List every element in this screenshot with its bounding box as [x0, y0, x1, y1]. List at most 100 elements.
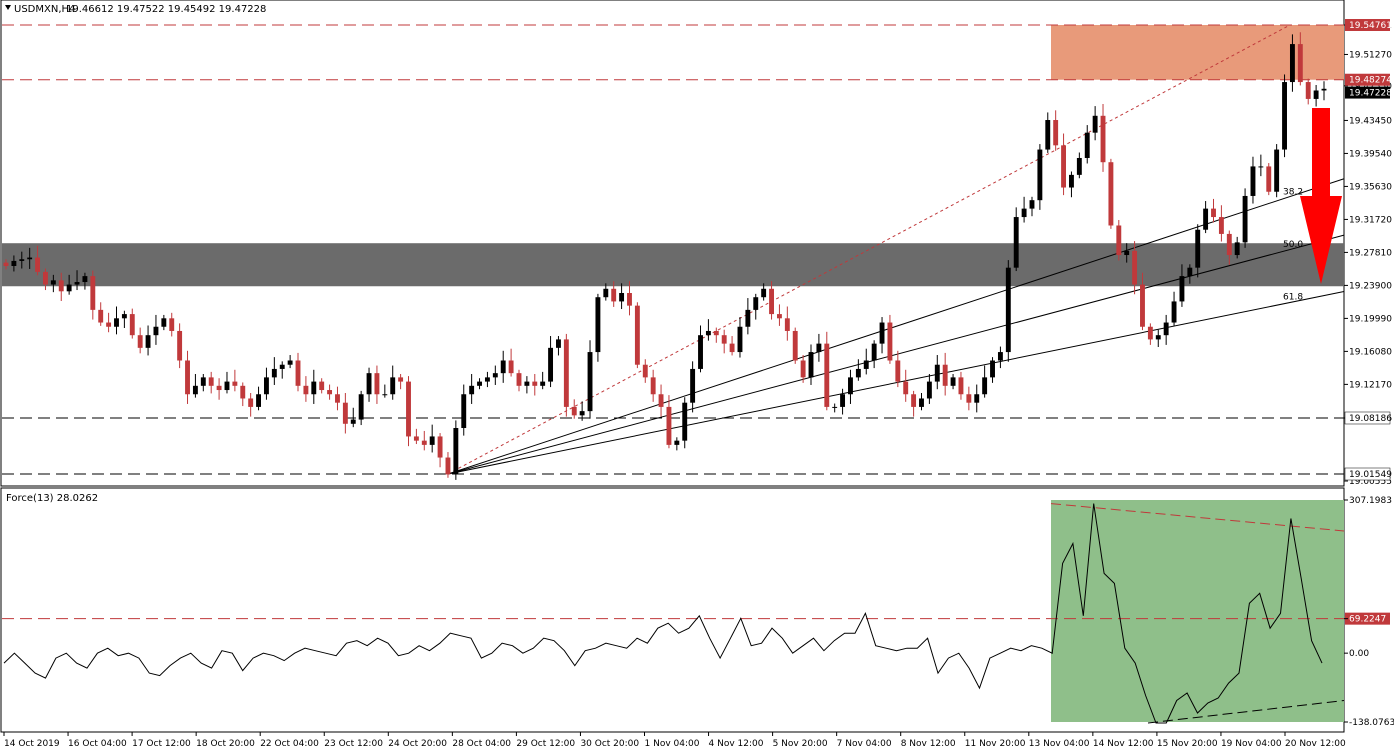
candle-bullish	[382, 394, 388, 396]
time-axis-label: 7 Nov 04:00	[837, 739, 892, 749]
candle-bullish	[682, 402, 688, 441]
force-index-line	[3, 503, 1323, 724]
candle-bullish	[1187, 267, 1193, 277]
candle-bullish	[366, 373, 372, 395]
candle-bearish	[516, 373, 522, 386]
candle-bullish	[674, 440, 680, 445]
candle-bullish	[1029, 200, 1035, 209]
candle-bearish	[642, 364, 648, 378]
candle-bearish	[1132, 250, 1138, 285]
time-axis-label: 18 Oct 20:00	[196, 739, 255, 749]
current-price-label: 19.47228	[1349, 89, 1392, 99]
candle-bearish	[295, 360, 301, 386]
candle-bearish	[1116, 225, 1122, 256]
force-title: Force(13) 28.0262	[6, 493, 98, 504]
candle-bullish	[161, 318, 167, 327]
candle-bearish	[240, 385, 246, 399]
candle-bullish	[287, 360, 293, 365]
candle-bearish	[1211, 208, 1216, 218]
candle-bullish	[745, 309, 751, 327]
candle-bullish	[1242, 195, 1248, 243]
candle-bearish	[342, 402, 348, 424]
candle-bullish	[1203, 208, 1209, 230]
candle-bullish	[705, 330, 711, 336]
level-marker-label: 19.01549	[1349, 470, 1392, 480]
candle-bearish	[658, 394, 664, 407]
candle-bullish	[1313, 90, 1319, 99]
price-marker-label: 19.48274	[1349, 76, 1392, 86]
force-divergence-upper-line	[1050, 503, 1345, 532]
candle-bearish	[3, 262, 9, 266]
candle-bearish	[35, 257, 41, 272]
candle-bearish	[508, 360, 514, 374]
candle-bullish	[619, 292, 625, 302]
time-axis-label: 23 Oct 12:00	[324, 739, 383, 749]
candle-bullish	[11, 260, 17, 266]
price-marker-box	[1345, 19, 1390, 31]
candle-bullish	[200, 377, 206, 386]
time-axis-label: 1 Nov 04:00	[645, 739, 700, 749]
candle-bullish	[484, 377, 490, 382]
fib-fan-line	[447, 178, 1345, 475]
candle-bearish	[319, 381, 325, 391]
candle-bullish	[74, 282, 80, 285]
candle-bearish	[911, 394, 917, 407]
candle-bearish	[98, 309, 104, 323]
candle-bullish	[808, 352, 814, 378]
candle-bearish	[611, 288, 617, 302]
price-axis-label: 19.39540	[1349, 149, 1392, 159]
candle-bearish	[398, 377, 404, 382]
candle-bearish	[729, 343, 735, 353]
candle-bearish	[1266, 166, 1272, 192]
candle-bullish	[579, 411, 585, 416]
candle-bearish	[1100, 115, 1106, 163]
fib-label: 38.2	[1283, 187, 1303, 197]
candle-bullish	[453, 428, 459, 475]
time-axis-label: 30 Oct 20:00	[580, 739, 639, 749]
current-price-box	[1345, 86, 1390, 99]
candle-bearish	[895, 360, 901, 382]
candle-bullish	[879, 322, 885, 344]
candle-bullish	[1282, 82, 1287, 150]
candle-bullish	[1163, 322, 1169, 336]
candle-bullish	[997, 352, 1003, 361]
candle-bearish	[792, 330, 798, 361]
fib-label: 50.0	[1283, 240, 1303, 250]
candle-bearish	[327, 390, 333, 395]
candle-bearish	[421, 440, 427, 445]
price-axis-label: 19.35630	[1349, 182, 1392, 192]
candle-bullish	[1013, 217, 1019, 268]
time-axis-label: 13 Nov 04:00	[1029, 739, 1090, 749]
candle-bullish	[1258, 166, 1264, 168]
level-marker-box	[1344, 411, 1391, 425]
time-axis-label: 11 Nov 20:00	[965, 739, 1026, 749]
candle-bullish	[1321, 88, 1327, 91]
candle-bullish	[145, 335, 151, 348]
price-marker-box	[1345, 73, 1390, 86]
collapse-triangle-icon[interactable]	[5, 5, 11, 10]
candle-bearish	[563, 339, 569, 407]
price-axis-label: 19.16080	[1349, 347, 1392, 357]
candle-bearish	[185, 360, 190, 395]
candle-bullish	[1045, 120, 1051, 150]
candle-bullish	[350, 419, 356, 424]
candle-bearish	[887, 322, 893, 361]
candle-bearish	[966, 394, 972, 403]
candle-bearish	[721, 335, 727, 344]
candle-bullish	[1234, 242, 1240, 256]
price-marker-label: 19.54761	[1349, 21, 1392, 31]
candle-bearish	[532, 381, 538, 386]
candle-bearish	[335, 394, 340, 403]
candle-bullish	[121, 314, 127, 319]
candle-bearish	[1147, 326, 1153, 340]
level-marker-box	[1344, 467, 1391, 481]
candle-bullish	[950, 377, 956, 386]
candle-bearish	[129, 314, 135, 336]
time-axis-label: 8 Nov 12:00	[901, 739, 956, 749]
force-level-box	[1345, 612, 1390, 625]
candle-bearish	[571, 406, 577, 416]
price-axis-label: 19.43450	[1349, 116, 1392, 126]
candle-bearish	[437, 436, 443, 458]
candle-bearish	[942, 364, 948, 386]
candle-bearish	[406, 381, 411, 437]
